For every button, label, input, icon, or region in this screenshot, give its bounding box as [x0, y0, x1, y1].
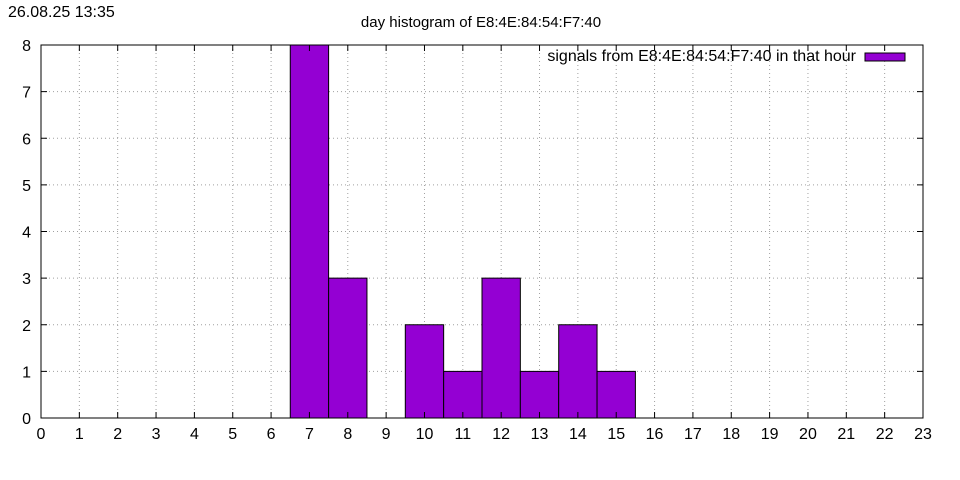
plot-frame	[40, 44, 924, 419]
x-tick-label: 13	[531, 426, 549, 443]
x-tick-label: 1	[75, 426, 84, 443]
x-tick-label: 7	[305, 426, 314, 443]
y-tick-label: 5	[22, 178, 31, 195]
y-tick-label: 6	[22, 131, 31, 148]
y-tick-label: 4	[22, 225, 31, 242]
y-tick-label: 3	[22, 271, 31, 288]
bar-hour-13	[519, 370, 560, 419]
x-tick-label: 8	[343, 426, 352, 443]
x-tick-label: 3	[152, 426, 161, 443]
bar-hour-14	[558, 324, 598, 419]
x-tick-label: 20	[799, 426, 817, 443]
x-tick-label: 12	[492, 426, 510, 443]
x-tick-label: 2	[113, 426, 122, 443]
legend-swatch	[864, 52, 906, 62]
legend: signals from E8:4E:84:54:F7:40 in that h…	[547, 48, 906, 65]
chart-timestamp: 26.08.25 13:35	[8, 4, 115, 21]
x-tick-label: 22	[876, 426, 894, 443]
bar-hour-8	[328, 277, 368, 419]
y-tick-label: 0	[22, 411, 31, 428]
bar-hour-7	[289, 44, 330, 419]
x-tick-label: 19	[761, 426, 779, 443]
y-tick-label: 7	[22, 85, 31, 102]
chart-title: day histogram of E8:4E:84:54:F7:40	[361, 14, 601, 31]
x-tick-label: 17	[684, 426, 702, 443]
x-tick-label: 11	[455, 426, 472, 443]
bar-hour-11	[443, 370, 483, 419]
x-tick-label: 16	[646, 426, 664, 443]
x-tick-label: 14	[569, 426, 587, 443]
y-tick-label: 1	[22, 364, 31, 381]
bar-hour-10	[404, 324, 445, 419]
x-tick-label: 5	[228, 426, 237, 443]
bar-hour-12	[481, 277, 521, 419]
y-tick-label: 2	[22, 318, 31, 335]
x-tick-label: 18	[722, 426, 740, 443]
y-tick-label: 8	[22, 38, 31, 55]
x-tick-label: 6	[267, 426, 276, 443]
x-tick-label: 0	[37, 426, 46, 443]
x-tick-label: 9	[382, 426, 391, 443]
x-tick-label: 21	[837, 426, 855, 443]
x-tick-label: 10	[416, 426, 434, 443]
axes: 0 1 2 3 4 5 6 7 8 9 10 11 12 13 14 15 16 17 18 19 20 21 22 2301…	[22, 38, 932, 443]
bar-hour-15	[596, 370, 636, 419]
x-tick-label: 15	[607, 426, 625, 443]
bars	[289, 44, 636, 419]
legend-label: signals from E8:4E:84:54:F7:40 in that h…	[547, 48, 856, 65]
x-tick-label: 23	[914, 426, 932, 443]
x-tick-label: 4	[190, 426, 199, 443]
